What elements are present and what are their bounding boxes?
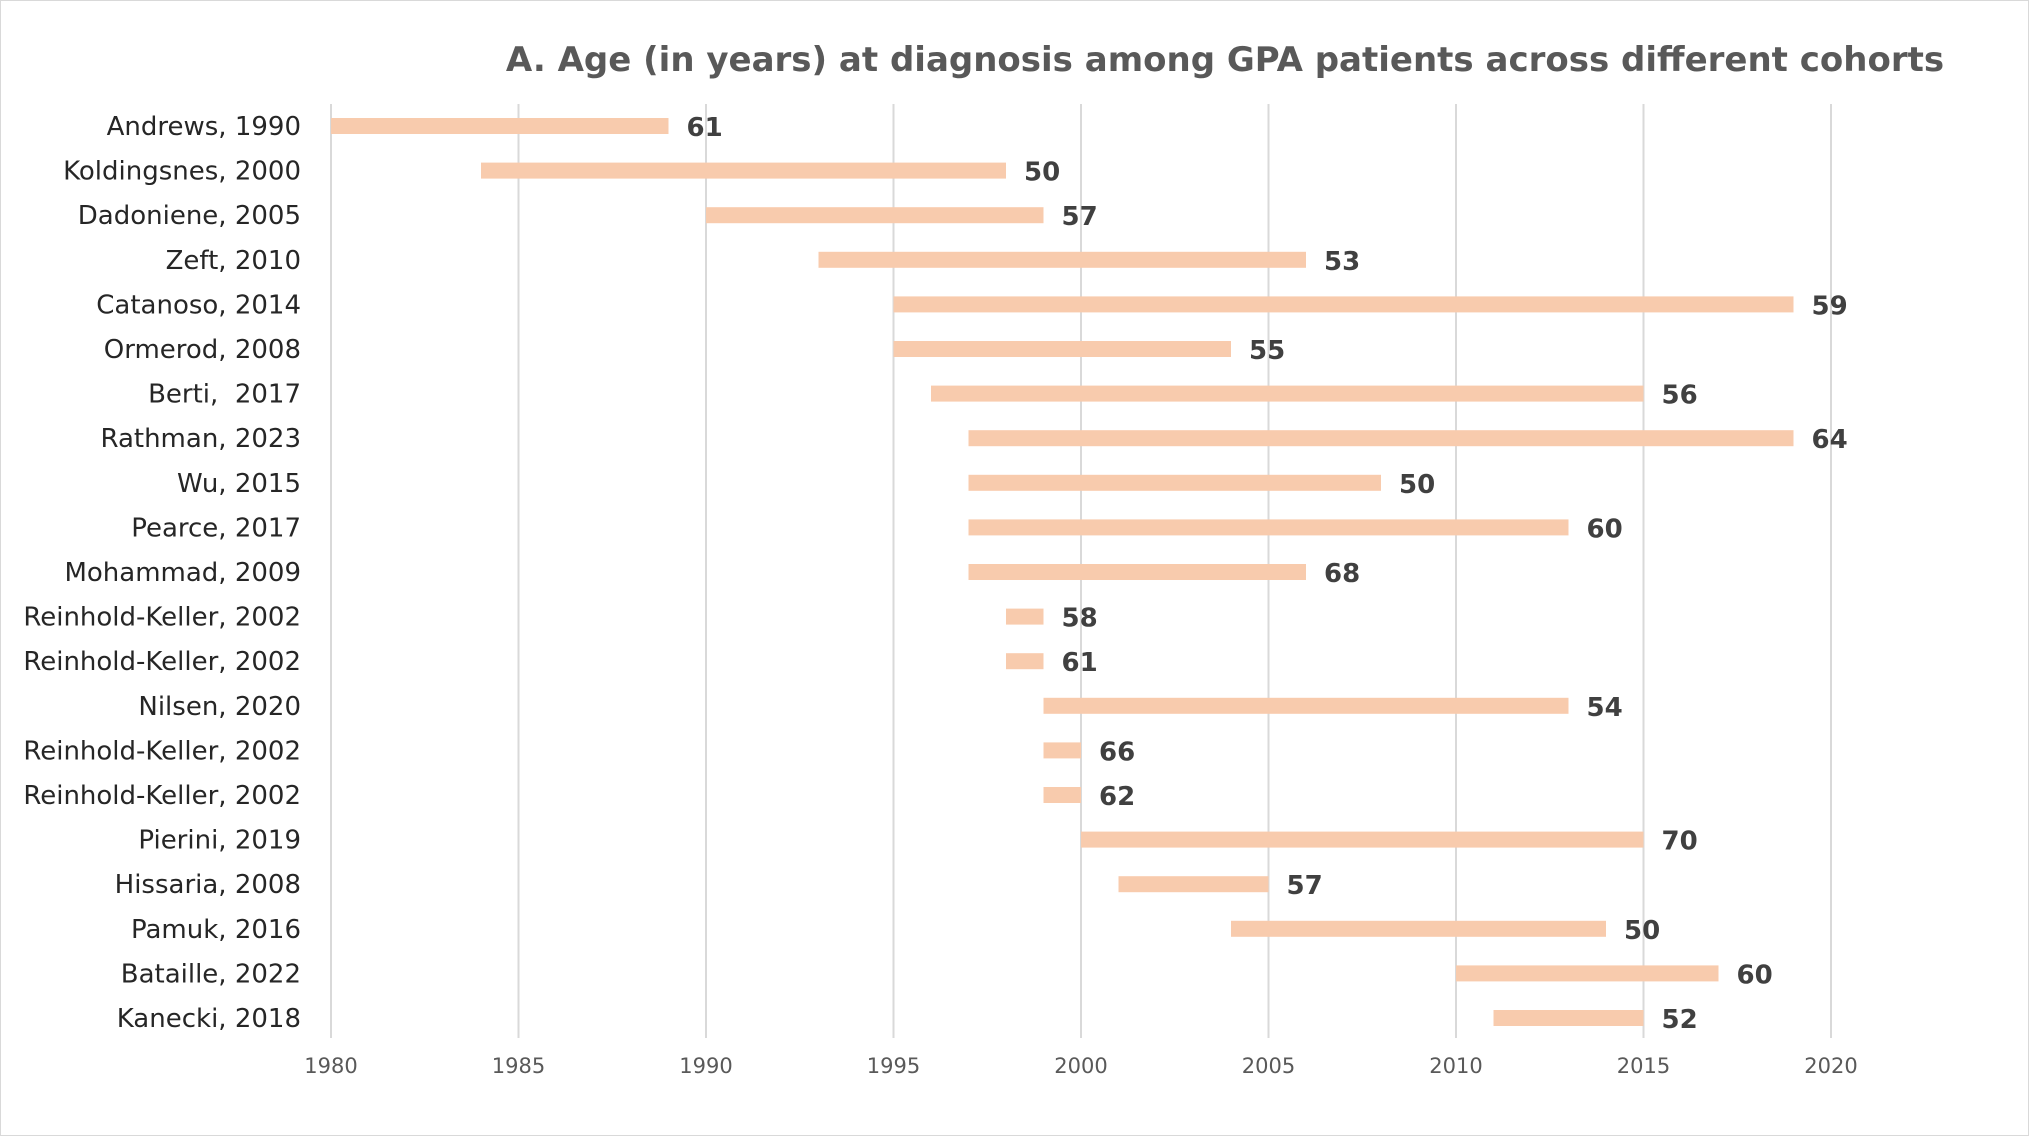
data-label-8: 50 bbox=[1399, 470, 1435, 500]
category-label-19: Bataille, 2022 bbox=[121, 959, 301, 989]
category-label-2: Dadoniene, 2005 bbox=[78, 201, 301, 231]
bar-8 bbox=[968, 474, 1381, 491]
x-tick-label-1990: 1990 bbox=[679, 1054, 732, 1078]
category-label-12: Reinhold-Keller, 2002 bbox=[23, 647, 301, 677]
data-label-6: 56 bbox=[1662, 381, 1698, 411]
category-label-11: Reinhold-Keller, 2002 bbox=[23, 603, 301, 633]
data-label-11: 58 bbox=[1062, 604, 1098, 634]
data-label-0: 61 bbox=[687, 113, 723, 143]
data-label-7: 64 bbox=[1812, 425, 1848, 455]
bar-7 bbox=[968, 430, 1794, 447]
x-tick-label-1995: 1995 bbox=[867, 1054, 920, 1078]
data-label-3: 53 bbox=[1324, 247, 1360, 277]
data-label-14: 66 bbox=[1099, 737, 1135, 767]
data-label-13: 54 bbox=[1587, 693, 1623, 723]
category-label-20: Kanecki, 2018 bbox=[117, 1004, 301, 1034]
x-tick-label-1985: 1985 bbox=[492, 1054, 545, 1078]
chart-title: A. Age (in years) at diagnosis among GPA… bbox=[506, 40, 1944, 80]
bar-19 bbox=[1456, 965, 1719, 982]
data-label-17: 57 bbox=[1287, 871, 1323, 901]
data-label-10: 68 bbox=[1324, 559, 1360, 589]
category-label-0: Andrews, 1990 bbox=[107, 112, 301, 142]
category-label-1: Koldingsnes, 2000 bbox=[63, 157, 301, 187]
bar-12 bbox=[1006, 653, 1044, 670]
category-label-7: Rathman, 2023 bbox=[100, 424, 301, 454]
x-tick-label-1980: 1980 bbox=[304, 1054, 357, 1078]
category-label-8: Wu, 2015 bbox=[177, 469, 301, 499]
bar-15 bbox=[1043, 787, 1081, 803]
category-label-9: Pearce, 2017 bbox=[131, 513, 301, 543]
bar-13 bbox=[1043, 697, 1569, 714]
bar-3 bbox=[818, 251, 1306, 268]
bar-20 bbox=[1493, 1010, 1644, 1026]
data-label-9: 60 bbox=[1587, 514, 1623, 544]
data-label-16: 70 bbox=[1662, 827, 1698, 857]
bar-6 bbox=[931, 385, 1644, 402]
data-label-19: 60 bbox=[1737, 960, 1773, 990]
x-axis-ticks: 1980 1985 1990 1995 2000 2005 2010 2015 2020 bbox=[304, 1054, 1857, 1078]
bar-17 bbox=[1118, 876, 1269, 893]
data-label-12: 61 bbox=[1062, 648, 1098, 678]
data-labels: 6150575359555664506068586154666270575060… bbox=[687, 113, 1848, 1035]
category-label-13: Nilsen, 2020 bbox=[138, 692, 301, 722]
category-label-10: Mohammad, 2009 bbox=[64, 558, 301, 588]
data-label-5: 55 bbox=[1249, 336, 1285, 366]
x-tick-label-2015: 2015 bbox=[1617, 1054, 1670, 1078]
bar-10 bbox=[968, 564, 1306, 580]
data-label-20: 52 bbox=[1662, 1005, 1698, 1035]
bar-4 bbox=[893, 296, 1794, 313]
data-label-18: 50 bbox=[1624, 916, 1660, 946]
category-label-15: Reinhold-Keller, 2002 bbox=[23, 781, 301, 811]
bar-18 bbox=[1231, 920, 1606, 937]
x-tick-label-2010: 2010 bbox=[1429, 1054, 1482, 1078]
category-label-5: Ormerod, 2008 bbox=[104, 335, 301, 365]
category-label-14: Reinhold-Keller, 2002 bbox=[23, 736, 301, 766]
bar-11 bbox=[1006, 608, 1044, 625]
bar-0 bbox=[331, 118, 669, 134]
data-label-15: 62 bbox=[1099, 782, 1135, 812]
bar-16 bbox=[1081, 831, 1644, 848]
data-label-1: 50 bbox=[1024, 158, 1060, 188]
x-tick-label-2020: 2020 bbox=[1804, 1054, 1857, 1078]
bars bbox=[331, 118, 1794, 1026]
bar-5 bbox=[893, 341, 1231, 357]
bar-14 bbox=[1043, 742, 1081, 759]
bar-2 bbox=[706, 207, 1044, 224]
category-label-4: Catanoso, 2014 bbox=[96, 290, 301, 320]
data-label-4: 59 bbox=[1812, 291, 1848, 321]
category-label-18: Pamuk, 2016 bbox=[131, 915, 301, 945]
category-label-3: Zeft, 2010 bbox=[166, 246, 301, 276]
category-labels: Andrews, 1990 Koldingsnes, 2000 Dadoniene,… bbox=[23, 112, 301, 1034]
bar-1 bbox=[481, 162, 1006, 179]
x-tick-label-2005: 2005 bbox=[1242, 1054, 1295, 1078]
x-tick-label-2000: 2000 bbox=[1054, 1054, 1107, 1078]
category-label-16: Pierini, 2019 bbox=[138, 826, 301, 856]
data-label-2: 57 bbox=[1062, 202, 1098, 232]
bar-9 bbox=[968, 519, 1569, 536]
category-label-17: Hissaria, 2008 bbox=[115, 870, 301, 900]
category-label-6: Berti, 2017 bbox=[148, 380, 301, 410]
